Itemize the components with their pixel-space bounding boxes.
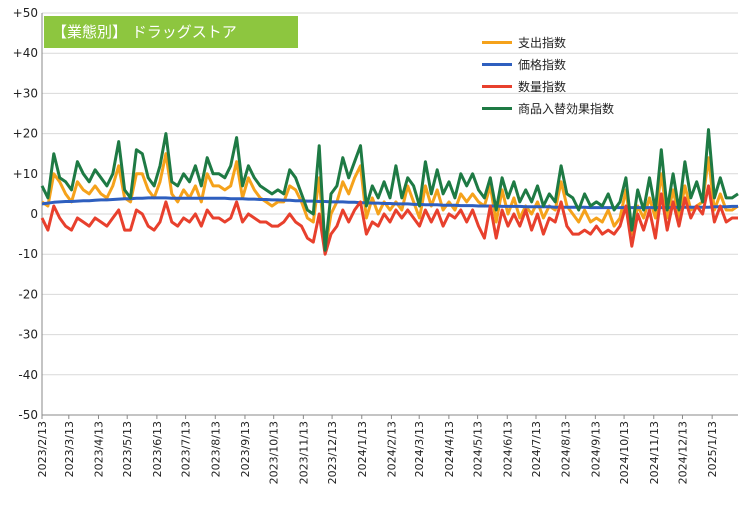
y-tick-label: +50 — [13, 6, 38, 20]
x-tick-label: 2023/9/13 — [239, 421, 252, 477]
series-line-quantity — [40, 184, 738, 256]
y-tick-label: -30 — [18, 328, 38, 342]
x-tick-label: 2024/4/13 — [443, 421, 456, 477]
x-tick-label: 2023/7/13 — [180, 421, 193, 477]
legend-label-quantity: 数量指数 — [518, 79, 567, 94]
legend-item-product-replacement: 商品入替効果指数 — [482, 97, 614, 119]
series-line-product-replacement — [40, 128, 739, 252]
y-tick-label: -50 — [18, 408, 38, 422]
x-tick-label: 2024/1/13 — [356, 421, 369, 477]
x-tick-label: 2024/7/13 — [530, 421, 543, 477]
x-tick-label: 2023/6/13 — [151, 421, 164, 477]
x-tick-label: 2023/2/13 — [36, 421, 49, 477]
x-tick-label: 2024/6/13 — [501, 421, 514, 477]
x-tick-label: 2023/10/13 — [268, 421, 281, 484]
x-tick-label: 2024/8/13 — [560, 421, 573, 477]
series-lines — [40, 128, 739, 256]
x-tick-label: 2023/12/13 — [326, 421, 339, 484]
x-tick-label: 2025/1/13 — [706, 421, 719, 477]
legend-swatch-quantity — [482, 84, 512, 88]
x-tick-label: 2024/11/13 — [648, 421, 661, 484]
y-tick-label: -40 — [18, 368, 38, 382]
y-tick-label: 0 — [30, 207, 38, 221]
legend-item-spending: 支出指数 — [482, 31, 614, 53]
legend-label-spending: 支出指数 — [518, 35, 567, 50]
legend-item-price: 価格指数 — [482, 53, 614, 75]
x-tick-label: 2023/5/13 — [121, 421, 134, 477]
legend-swatch-price — [482, 62, 512, 66]
y-tick-label: -10 — [18, 247, 38, 261]
legend-swatch-product-replacement — [482, 106, 512, 110]
x-axis-ticks: 2023/2/13 2023/3/13 2023/4/13 2023/5/13 2023… — [36, 415, 719, 484]
y-tick-label: +20 — [13, 127, 38, 141]
x-tick-label: 2024/12/13 — [676, 421, 689, 484]
legend-swatch-spending — [482, 40, 512, 44]
x-tick-label: 2023/3/13 — [63, 421, 76, 477]
chart-title: 【業態別】 ドラッグストア — [44, 16, 298, 48]
x-tick-label: 2023/4/13 — [92, 421, 105, 477]
axes — [41, 13, 738, 416]
legend: 支出指数 価格指数 数量指数 商品入替効果指数 — [482, 31, 614, 119]
legend-label-price: 価格指数 — [518, 57, 567, 72]
y-axis-ticks: +50 +40 +30 +20 +10 0 -10 -20 -30 -40 -50 — [13, 6, 38, 422]
legend-item-quantity: 数量指数 — [482, 75, 614, 97]
x-tick-label: 2023/8/13 — [209, 421, 222, 477]
x-tick-label: 2024/9/13 — [589, 421, 602, 477]
y-tick-label: -20 — [18, 287, 38, 301]
x-tick-label: 2024/10/13 — [618, 421, 631, 484]
x-tick-label: 2024/3/13 — [413, 421, 426, 477]
x-tick-label: 2024/5/13 — [472, 421, 485, 477]
series-line-price — [41, 196, 738, 210]
x-tick-label: 2024/2/13 — [385, 421, 398, 477]
y-tick-label: +30 — [13, 86, 38, 100]
y-tick-label: +40 — [13, 46, 38, 60]
x-tick-label: 2023/11/13 — [297, 421, 310, 484]
legend-label-product-replacement: 商品入替効果指数 — [518, 101, 615, 116]
y-tick-label: +10 — [13, 167, 38, 181]
